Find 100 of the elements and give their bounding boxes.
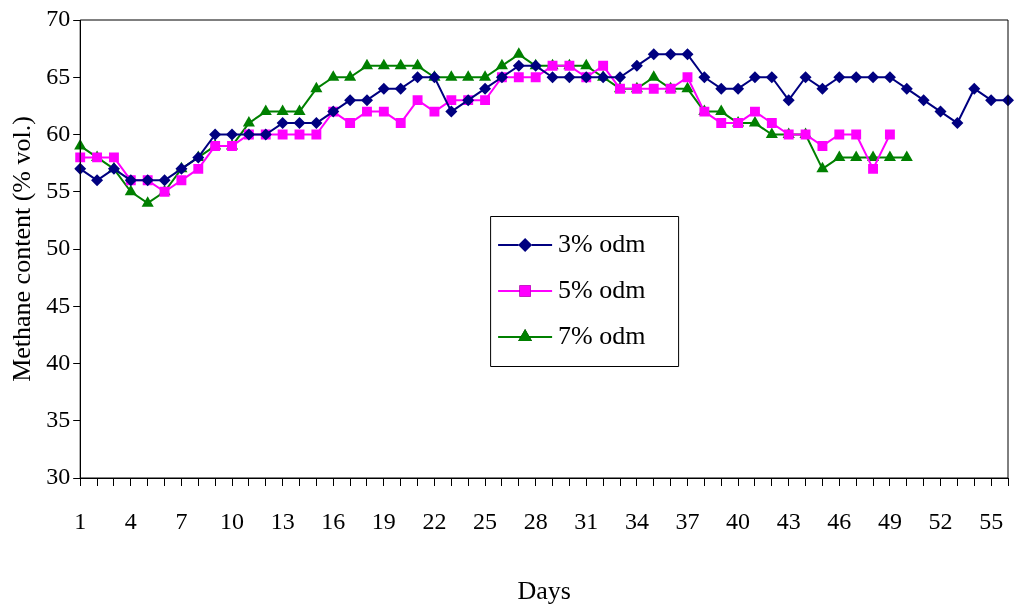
point [394,58,407,70]
point [378,106,389,117]
point [293,117,306,130]
point [530,72,541,83]
point [884,129,895,140]
x-tick-label: 43 [776,507,801,534]
point [715,82,728,95]
point [630,59,643,72]
point [479,70,492,81]
point [377,82,390,95]
point [293,104,306,116]
point [766,118,777,128]
point [900,82,913,95]
x-tick-label: 49 [877,507,902,534]
x-tick-label: 40 [726,507,751,534]
point [816,82,829,95]
point [193,163,204,174]
point [647,70,660,81]
point [664,48,677,61]
point [850,150,863,161]
y-tick-label: 60 [46,119,71,146]
point [344,70,357,81]
point [394,82,407,95]
legend-label: 3% odm [558,228,646,258]
point [868,163,878,174]
point [479,82,492,95]
point [716,118,727,128]
point [411,71,424,84]
point [681,81,694,93]
point [732,82,745,95]
point [445,70,458,81]
point [765,127,778,138]
point [277,129,288,140]
point [799,71,812,84]
point [462,70,475,81]
point [934,105,947,118]
point [91,174,104,187]
point [833,71,846,84]
point [495,58,508,70]
point [817,141,828,151]
point [748,71,761,84]
point [362,106,372,117]
point [512,59,525,72]
point [513,72,524,83]
point [750,106,760,117]
point [715,104,728,116]
point [698,71,711,84]
point [75,152,86,163]
point [108,152,119,163]
x-tick-label: 1 [74,507,87,534]
y-tick-label: 50 [46,234,71,261]
point [158,174,171,187]
point [395,118,406,128]
x-tick-label: 55 [979,507,1004,534]
point [985,94,998,107]
point [883,71,896,84]
point [546,71,559,84]
x-tick-label: 46 [827,507,852,534]
point [614,71,627,84]
point [310,81,323,93]
x-tick-label: 13 [270,507,295,534]
point [867,71,880,84]
x-tick-label: 19 [371,507,396,534]
x-tick-label: 7 [175,507,188,534]
x-tick-label: 31 [574,507,599,534]
x-tick-label: 4 [124,507,137,534]
x-tick-label: 22 [422,507,447,534]
point [850,71,863,84]
point [647,48,660,61]
point [598,60,609,71]
x-tick-label: 28 [523,507,548,534]
point [360,94,373,107]
legend-label: 7% odm [558,320,646,350]
x-tick-label: 10 [220,507,245,534]
point [310,117,323,130]
point [968,82,981,95]
point [242,116,255,127]
point [682,72,693,83]
point [276,117,289,130]
point [782,94,795,107]
point [765,71,778,84]
point [259,104,272,116]
y-tick-label: 45 [46,291,71,318]
point [276,104,289,116]
point [377,58,390,70]
point [446,95,457,106]
point [411,58,424,70]
point [681,48,694,61]
point [834,129,845,140]
point [563,71,576,84]
point [917,94,930,107]
y-tick-label: 55 [46,177,71,204]
y-tick-label: 35 [46,406,71,433]
y-tick-label: 65 [46,62,71,89]
point [851,129,862,140]
y-tick-label: 70 [46,5,71,32]
point [412,95,423,106]
point [360,58,374,70]
point [512,47,525,58]
point [124,184,137,196]
